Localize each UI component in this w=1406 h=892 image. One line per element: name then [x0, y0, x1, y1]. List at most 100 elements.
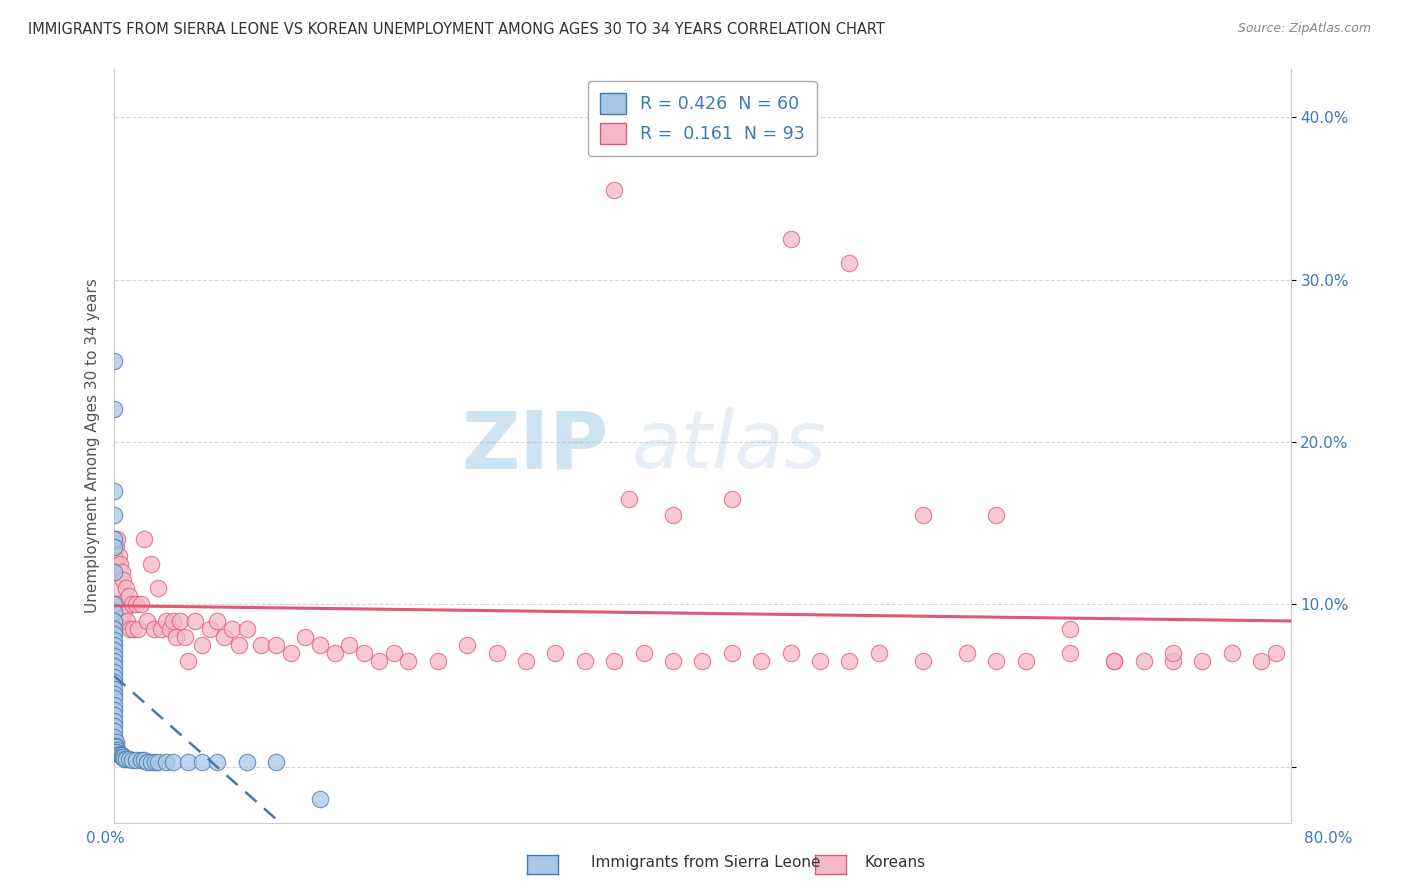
Point	[191, 755, 214, 769]
Point	[103, 703, 125, 717]
Point	[105, 743, 128, 757]
Point	[108, 557, 131, 571]
Point	[1191, 654, 1213, 668]
Point	[1161, 654, 1184, 668]
Text: Source: ZipAtlas.com: Source: ZipAtlas.com	[1237, 22, 1371, 36]
Text: Koreans: Koreans	[865, 855, 925, 870]
Point	[956, 646, 979, 660]
Point	[103, 353, 125, 368]
Point	[108, 748, 131, 763]
Point	[103, 665, 125, 680]
Point	[1250, 654, 1272, 668]
Point	[129, 597, 152, 611]
Y-axis label: Unemployment Among Ages 30 to 34 years: Unemployment Among Ages 30 to 34 years	[86, 278, 100, 614]
Text: Immigrants from Sierra Leone: Immigrants from Sierra Leone	[591, 855, 820, 870]
Point	[103, 614, 125, 628]
Point	[110, 750, 132, 764]
Point	[127, 622, 149, 636]
Point	[103, 633, 125, 648]
Point	[105, 597, 128, 611]
Point	[103, 549, 125, 563]
Point	[264, 755, 287, 769]
Point	[574, 654, 596, 668]
Point	[104, 541, 127, 555]
Point	[250, 638, 273, 652]
Point	[103, 483, 125, 498]
Point	[111, 750, 134, 764]
Point	[103, 707, 125, 722]
Point	[111, 573, 134, 587]
Point	[103, 687, 125, 701]
Point	[280, 646, 302, 660]
Point	[103, 654, 125, 668]
Point	[485, 646, 508, 660]
Point	[155, 614, 177, 628]
Point	[103, 714, 125, 729]
Point	[115, 581, 138, 595]
Point	[1264, 646, 1286, 660]
Point	[103, 659, 125, 673]
Point	[264, 638, 287, 652]
Point	[198, 622, 221, 636]
Point	[367, 654, 389, 668]
Point	[720, 646, 742, 660]
Point	[779, 646, 801, 660]
Point	[323, 646, 346, 660]
Point	[103, 698, 125, 712]
Point	[617, 491, 640, 506]
Point	[103, 723, 125, 738]
Point	[633, 646, 655, 660]
Text: atlas: atlas	[631, 407, 827, 485]
Point	[118, 589, 141, 603]
Point	[986, 654, 1008, 668]
Point	[120, 622, 142, 636]
Point	[103, 606, 125, 620]
Point	[105, 745, 128, 759]
Point	[103, 626, 125, 640]
Point	[103, 670, 125, 684]
Point	[692, 654, 714, 668]
Point	[808, 654, 831, 668]
Point	[720, 491, 742, 506]
Point	[121, 597, 143, 611]
Point	[177, 654, 200, 668]
Point	[103, 622, 125, 636]
Point	[1132, 654, 1154, 668]
Point	[162, 755, 184, 769]
Point	[121, 753, 143, 767]
Point	[235, 755, 257, 769]
Point	[868, 646, 890, 660]
Point	[205, 755, 228, 769]
Legend: R = 0.426  N = 60, R =  0.161  N = 93: R = 0.426 N = 60, R = 0.161 N = 93	[588, 81, 817, 156]
Point	[103, 642, 125, 657]
Point	[662, 654, 685, 668]
Point	[108, 614, 131, 628]
Point	[103, 565, 125, 579]
Point	[103, 508, 125, 522]
Point	[155, 755, 177, 769]
Point	[103, 597, 125, 611]
Point	[1015, 654, 1038, 668]
Point	[103, 533, 125, 547]
Point	[515, 654, 537, 668]
Point	[115, 751, 138, 765]
Point	[1102, 654, 1125, 668]
Point	[177, 755, 200, 769]
Point	[191, 638, 214, 652]
Point	[221, 622, 243, 636]
Point	[911, 508, 934, 522]
Point	[117, 614, 139, 628]
Point	[103, 533, 125, 547]
Point	[132, 753, 155, 767]
Point	[1161, 646, 1184, 660]
Point	[148, 755, 170, 769]
Point	[353, 646, 375, 660]
Point	[125, 753, 148, 767]
Point	[122, 622, 145, 636]
Point	[135, 755, 157, 769]
Point	[103, 541, 125, 555]
Point	[110, 748, 132, 763]
Point	[103, 731, 125, 745]
Point	[104, 735, 127, 749]
Point	[145, 755, 167, 769]
